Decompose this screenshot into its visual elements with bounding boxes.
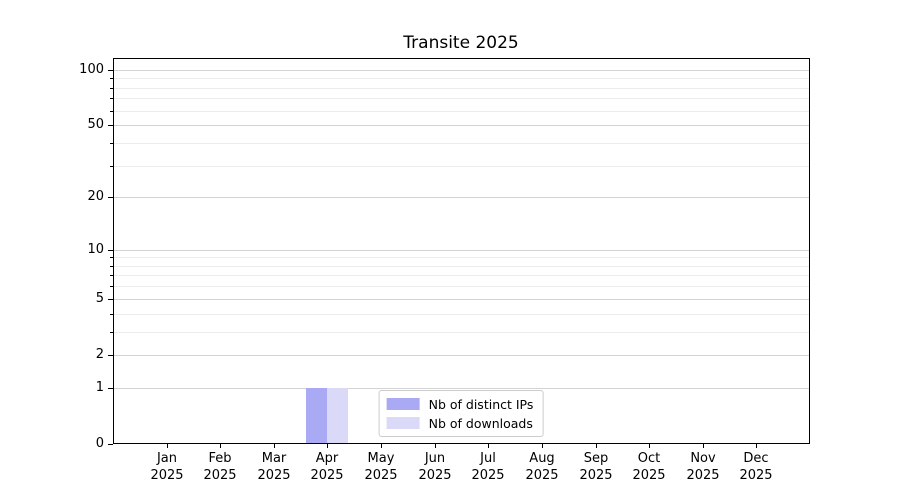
y-gridline-major	[114, 197, 809, 198]
legend: Nb of distinct IPs Nb of downloads	[378, 390, 544, 437]
y-tick-label: 50	[87, 117, 104, 132]
x-tick	[220, 444, 221, 448]
y-gridline-minor	[114, 98, 809, 99]
x-tick	[649, 444, 650, 448]
y-minor-tick	[110, 332, 113, 333]
bar-downloads	[327, 388, 348, 443]
x-tick	[327, 444, 328, 448]
y-major-tick	[108, 70, 113, 71]
y-gridline-minor	[114, 266, 809, 267]
y-gridline-major	[114, 70, 809, 71]
y-tick-label: 20	[87, 189, 104, 204]
x-tick-label: Sep 2025	[579, 451, 613, 483]
legend-label-distinct-ips: Nb of distinct IPs	[428, 396, 534, 412]
y-tick-label: 100	[79, 62, 104, 77]
x-tick	[435, 444, 436, 448]
x-tick	[381, 444, 382, 448]
legend-swatch-downloads	[386, 417, 420, 429]
y-minor-tick	[110, 314, 113, 315]
y-gridline-minor	[114, 286, 809, 287]
y-gridline-minor	[114, 332, 809, 333]
legend-swatch-distinct-ips	[386, 398, 420, 410]
y-gridline-major	[114, 388, 809, 389]
x-tick	[756, 444, 757, 448]
x-tick	[167, 444, 168, 448]
y-gridline-major	[114, 125, 809, 126]
y-major-tick	[108, 250, 113, 251]
y-gridline-minor	[114, 166, 809, 167]
y-minor-tick	[110, 111, 113, 112]
x-tick	[488, 444, 489, 448]
x-tick-label: Jan 2025	[150, 451, 184, 483]
y-tick-label: 10	[87, 242, 104, 257]
y-tick-label: 2	[95, 347, 104, 362]
y-gridline-minor	[114, 88, 809, 89]
x-tick-label: Oct 2025	[632, 451, 666, 483]
y-gridline-major	[114, 299, 809, 300]
y-major-tick	[108, 125, 113, 126]
y-minor-tick	[110, 166, 113, 167]
y-major-tick	[108, 197, 113, 198]
plot-area	[113, 58, 810, 444]
x-tick	[274, 444, 275, 448]
x-tick-label: Apr 2025	[310, 451, 344, 483]
chart-title: Transite 2025	[403, 33, 519, 53]
y-major-tick	[108, 388, 113, 389]
y-minor-tick	[110, 286, 113, 287]
y-gridline-minor	[114, 111, 809, 112]
x-tick-label: Mar 2025	[257, 451, 291, 483]
y-major-tick	[108, 444, 113, 445]
y-minor-tick	[110, 266, 113, 267]
y-gridline-major	[114, 250, 809, 251]
x-tick-label: Feb 2025	[203, 451, 237, 483]
y-gridline-minor	[114, 143, 809, 144]
y-tick-label: 5	[95, 291, 104, 306]
x-tick	[542, 444, 543, 448]
legend-label-downloads: Nb of downloads	[428, 415, 533, 431]
x-tick	[596, 444, 597, 448]
x-tick-label: Jul 2025	[471, 451, 505, 483]
bar-distinct-ips	[306, 388, 327, 443]
y-gridline-major	[114, 355, 809, 356]
y-minor-tick	[110, 88, 113, 89]
x-tick	[703, 444, 704, 448]
y-major-tick	[108, 299, 113, 300]
y-gridline-minor	[114, 257, 809, 258]
y-major-tick	[108, 355, 113, 356]
legend-item-downloads: Nb of downloads	[386, 415, 534, 431]
x-tick-label: Aug 2025	[525, 451, 559, 483]
y-gridline-minor	[114, 78, 809, 79]
y-minor-tick	[110, 275, 113, 276]
x-tick-label: Jun 2025	[418, 451, 452, 483]
y-gridline-minor	[114, 314, 809, 315]
y-minor-tick	[110, 78, 113, 79]
x-tick-label: Dec 2025	[739, 451, 773, 483]
x-tick-label: Nov 2025	[686, 451, 720, 483]
y-gridline-minor	[114, 275, 809, 276]
y-minor-tick	[110, 98, 113, 99]
y-tick-label: 0	[95, 436, 104, 451]
legend-item-distinct-ips: Nb of distinct IPs	[386, 396, 534, 412]
y-tick-label: 1	[95, 380, 104, 395]
y-minor-tick	[110, 257, 113, 258]
y-minor-tick	[110, 143, 113, 144]
x-tick-label: May 2025	[364, 451, 398, 483]
